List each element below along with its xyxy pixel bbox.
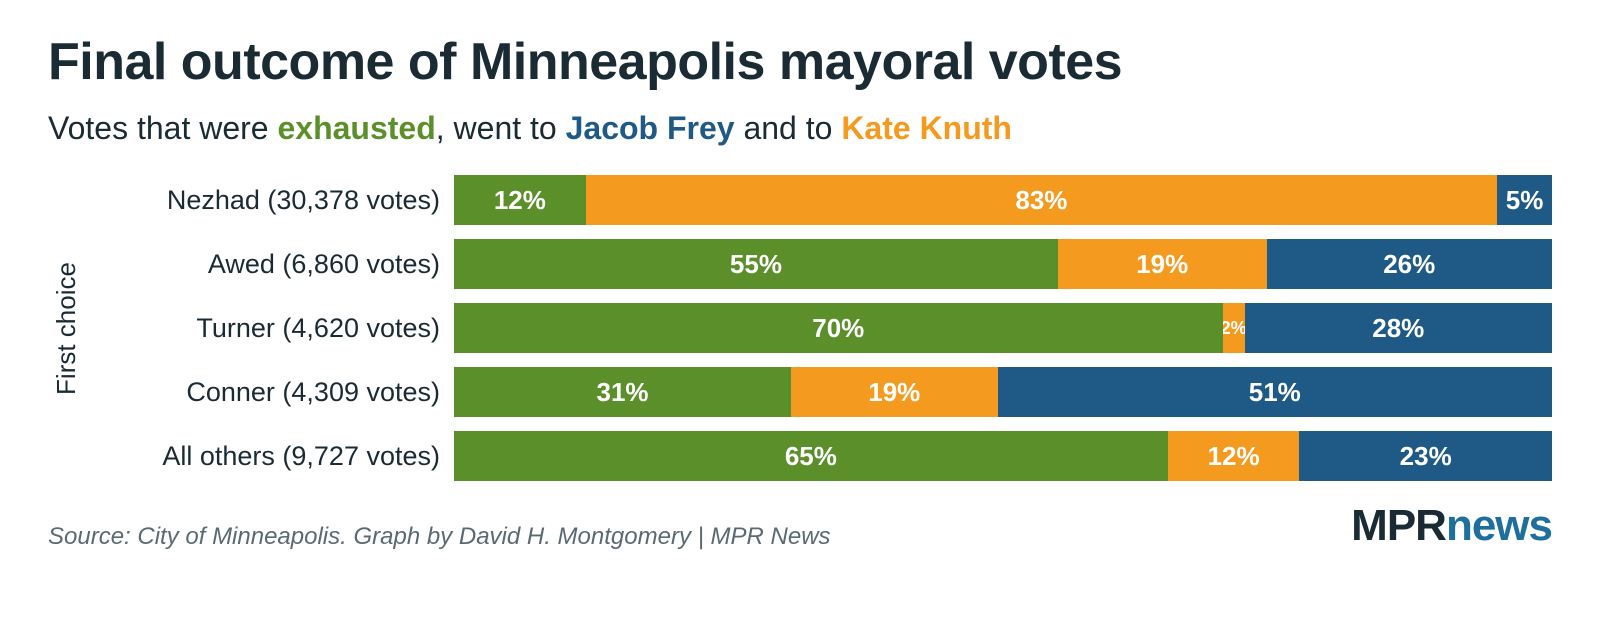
stacked-bar: 55%19%26% xyxy=(454,239,1552,289)
bar-segment-knuth: 83% xyxy=(586,175,1497,225)
bar-segment-exhausted: 12% xyxy=(454,175,586,225)
bar-segment-exhausted: 70% xyxy=(454,303,1223,353)
chart-rows: Nezhad (30,378 votes)12%83%5%Awed (6,860… xyxy=(84,175,1552,481)
chart-title: Final outcome of Minneapolis mayoral vot… xyxy=(48,32,1552,92)
chart-row: Nezhad (30,378 votes)12%83%5% xyxy=(84,175,1552,225)
subtitle-exhausted: exhausted xyxy=(277,110,435,146)
row-label: Nezhad (30,378 votes) xyxy=(84,185,454,216)
stacked-bar: 70%2%28% xyxy=(454,303,1552,353)
bar-segment-knuth: 12% xyxy=(1168,431,1300,481)
row-label: Conner (4,309 votes) xyxy=(84,377,454,408)
logo-news: news xyxy=(1446,501,1552,550)
row-label: Turner (4,620 votes) xyxy=(84,313,454,344)
row-label: Awed (6,860 votes) xyxy=(84,249,454,280)
logo-mpr: MPR xyxy=(1351,501,1446,550)
bar-segment-exhausted: 31% xyxy=(454,367,791,417)
subtitle-mid1: , went to xyxy=(436,110,566,146)
source-text: Source: City of Minneapolis. Graph by Da… xyxy=(48,523,831,551)
bar-segment-frey: 23% xyxy=(1299,431,1552,481)
y-axis-label: First choice xyxy=(51,262,82,395)
stacked-bar: 65%12%23% xyxy=(454,431,1552,481)
subtitle-frey: Jacob Frey xyxy=(566,110,735,146)
bar-segment-exhausted: 55% xyxy=(454,239,1058,289)
stacked-bar: 12%83%5% xyxy=(454,175,1552,225)
subtitle-mid2: and to xyxy=(735,110,842,146)
subtitle-prefix: Votes that were xyxy=(48,110,277,146)
chart-row: All others (9,727 votes)65%12%23% xyxy=(84,431,1552,481)
chart-area: First choice Nezhad (30,378 votes)12%83%… xyxy=(48,175,1552,481)
bar-segment-frey: 51% xyxy=(998,367,1552,417)
subtitle-knuth: Kate Knuth xyxy=(841,110,1012,146)
y-axis-label-wrap: First choice xyxy=(48,175,84,481)
bar-segment-knuth: 19% xyxy=(791,367,998,417)
chart-subtitle: Votes that were exhausted, went to Jacob… xyxy=(48,110,1552,147)
bar-segment-knuth: 2% xyxy=(1223,303,1245,353)
mpr-news-logo: MPRnews xyxy=(1351,501,1552,551)
bar-segment-frey: 5% xyxy=(1497,175,1552,225)
chart-row: Awed (6,860 votes)55%19%26% xyxy=(84,239,1552,289)
stacked-bar: 31%19%51% xyxy=(454,367,1552,417)
row-label: All others (9,727 votes) xyxy=(84,441,454,472)
chart-row: Conner (4,309 votes)31%19%51% xyxy=(84,367,1552,417)
bar-segment-knuth: 19% xyxy=(1058,239,1267,289)
bar-segment-frey: 28% xyxy=(1245,303,1552,353)
bar-segment-exhausted: 65% xyxy=(454,431,1168,481)
chart-row: Turner (4,620 votes)70%2%28% xyxy=(84,303,1552,353)
chart-footer: Source: City of Minneapolis. Graph by Da… xyxy=(48,501,1552,551)
bar-segment-frey: 26% xyxy=(1267,239,1552,289)
